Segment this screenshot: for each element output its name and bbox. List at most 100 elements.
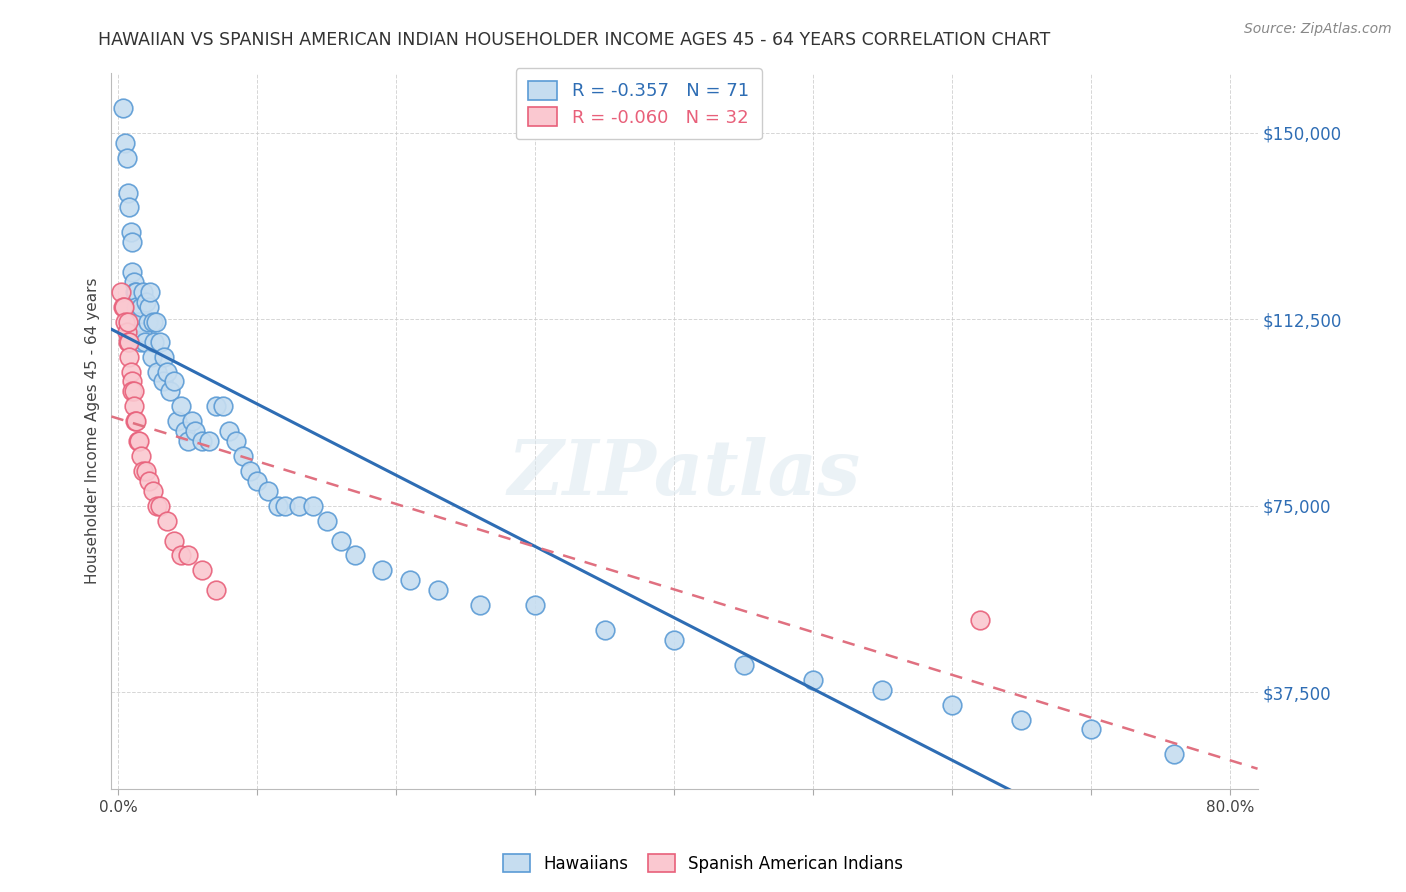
Point bbox=[136, 315, 159, 329]
Point bbox=[135, 294, 157, 309]
Point bbox=[218, 424, 240, 438]
Point bbox=[329, 533, 352, 548]
Point bbox=[142, 315, 165, 329]
Point bbox=[118, 350, 141, 364]
Point bbox=[127, 315, 149, 329]
Point bbox=[134, 334, 156, 349]
Point bbox=[662, 632, 685, 647]
Point bbox=[124, 285, 146, 299]
Point bbox=[115, 325, 138, 339]
Point bbox=[204, 583, 226, 598]
Point bbox=[288, 499, 311, 513]
Point bbox=[302, 499, 325, 513]
Point bbox=[122, 275, 145, 289]
Point bbox=[593, 623, 616, 637]
Point bbox=[399, 574, 422, 588]
Point bbox=[156, 365, 179, 379]
Point bbox=[121, 265, 143, 279]
Point bbox=[872, 682, 894, 697]
Point bbox=[117, 186, 139, 200]
Point bbox=[122, 384, 145, 399]
Point bbox=[177, 549, 200, 563]
Point bbox=[1163, 747, 1185, 762]
Point bbox=[122, 400, 145, 414]
Point bbox=[733, 657, 755, 672]
Point bbox=[132, 464, 155, 478]
Point bbox=[115, 151, 138, 165]
Point bbox=[239, 464, 262, 478]
Point bbox=[145, 315, 167, 329]
Point bbox=[1080, 723, 1102, 737]
Point bbox=[801, 673, 824, 687]
Text: Source: ZipAtlas.com: Source: ZipAtlas.com bbox=[1244, 22, 1392, 37]
Point bbox=[118, 334, 141, 349]
Point bbox=[139, 285, 162, 299]
Point bbox=[120, 365, 142, 379]
Point bbox=[211, 400, 233, 414]
Point bbox=[141, 350, 163, 364]
Legend: Hawaiians, Spanish American Indians: Hawaiians, Spanish American Indians bbox=[496, 847, 910, 880]
Point bbox=[170, 549, 193, 563]
Point bbox=[128, 434, 150, 449]
Point bbox=[121, 375, 143, 389]
Point bbox=[163, 533, 186, 548]
Point bbox=[163, 375, 186, 389]
Point bbox=[184, 424, 207, 438]
Point bbox=[969, 613, 991, 627]
Point bbox=[274, 499, 297, 513]
Point bbox=[232, 449, 254, 463]
Point bbox=[267, 499, 290, 513]
Point bbox=[117, 315, 139, 329]
Point bbox=[468, 598, 491, 612]
Point bbox=[524, 598, 547, 612]
Point bbox=[120, 225, 142, 239]
Point bbox=[138, 300, 160, 314]
Point bbox=[371, 563, 394, 577]
Point bbox=[153, 350, 176, 364]
Text: ZIPatlas: ZIPatlas bbox=[508, 437, 860, 511]
Point bbox=[426, 583, 449, 598]
Point bbox=[129, 449, 152, 463]
Point bbox=[152, 375, 174, 389]
Point bbox=[190, 434, 212, 449]
Point bbox=[118, 201, 141, 215]
Point bbox=[941, 698, 963, 712]
Point bbox=[159, 384, 181, 399]
Point bbox=[246, 474, 269, 488]
Point bbox=[129, 334, 152, 349]
Point bbox=[114, 136, 136, 150]
Point bbox=[181, 414, 204, 428]
Point bbox=[146, 365, 169, 379]
Point bbox=[127, 434, 149, 449]
Point bbox=[112, 300, 135, 314]
Text: HAWAIIAN VS SPANISH AMERICAN INDIAN HOUSEHOLDER INCOME AGES 45 - 64 YEARS CORREL: HAWAIIAN VS SPANISH AMERICAN INDIAN HOUS… bbox=[98, 31, 1050, 49]
Point bbox=[1010, 713, 1032, 727]
Point bbox=[257, 483, 280, 498]
Point bbox=[121, 235, 143, 250]
Point bbox=[156, 514, 179, 528]
Point bbox=[315, 514, 337, 528]
Point bbox=[131, 325, 153, 339]
Point bbox=[132, 285, 155, 299]
Point bbox=[117, 334, 139, 349]
Point bbox=[149, 334, 172, 349]
Point bbox=[174, 424, 197, 438]
Point bbox=[225, 434, 247, 449]
Point bbox=[110, 285, 132, 299]
Legend: R = -0.357   N = 71, R = -0.060   N = 32: R = -0.357 N = 71, R = -0.060 N = 32 bbox=[516, 68, 762, 139]
Y-axis label: Householder Income Ages 45 - 64 years: Householder Income Ages 45 - 64 years bbox=[86, 278, 100, 584]
Point bbox=[204, 400, 226, 414]
Point bbox=[129, 300, 152, 314]
Point bbox=[343, 549, 366, 563]
Point bbox=[125, 300, 148, 314]
Point bbox=[142, 483, 165, 498]
Point bbox=[111, 300, 134, 314]
Point bbox=[124, 414, 146, 428]
Point bbox=[111, 101, 134, 115]
Point bbox=[143, 334, 166, 349]
Point bbox=[170, 400, 193, 414]
Point bbox=[121, 384, 143, 399]
Point bbox=[197, 434, 219, 449]
Point bbox=[149, 499, 172, 513]
Point bbox=[146, 499, 169, 513]
